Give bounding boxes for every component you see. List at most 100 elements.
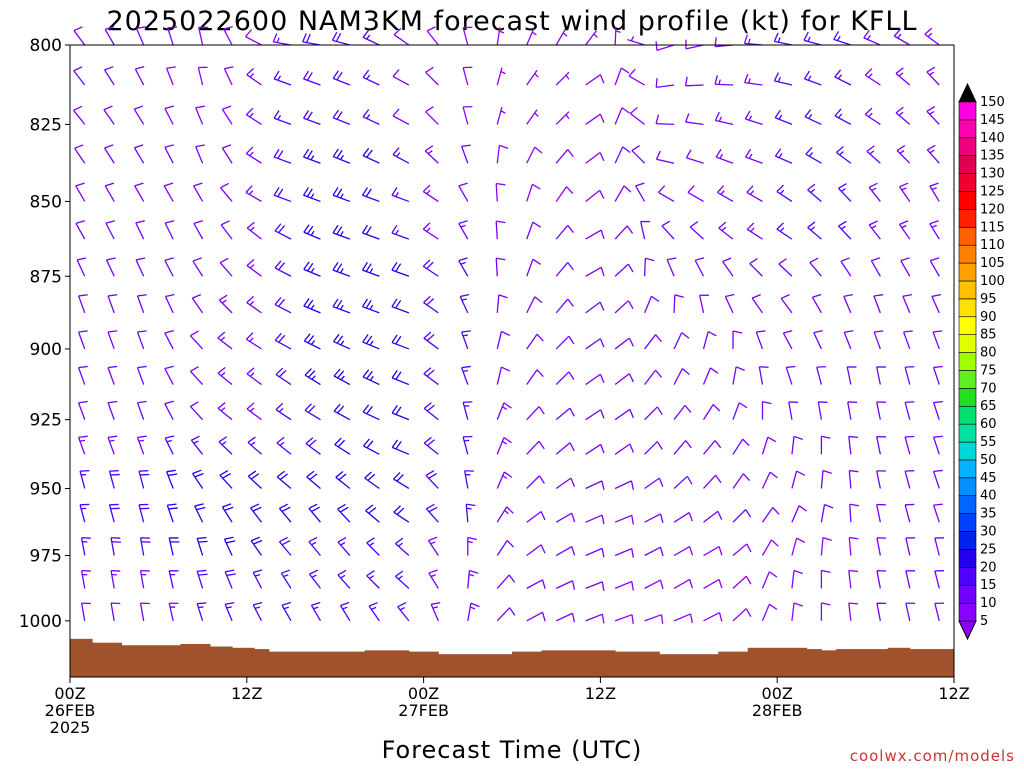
- wind-barb: [905, 402, 914, 420]
- wind-barb: [138, 436, 147, 454]
- wind-barb: [786, 367, 795, 385]
- wind-barb: [79, 436, 88, 454]
- surface-segment: [807, 649, 822, 677]
- wind-barb: [674, 579, 692, 588]
- wind-barb: [276, 403, 291, 419]
- wind-barb: [277, 437, 291, 454]
- wind-barb: [304, 262, 321, 276]
- wind-barb: [839, 184, 851, 202]
- wind-barb: [906, 603, 915, 621]
- wind-barb: [222, 145, 232, 163]
- wind-barb: [934, 470, 943, 488]
- wind-barb: [497, 145, 508, 163]
- wind-barb: [220, 258, 232, 276]
- wind-barb: [930, 258, 939, 276]
- wind-barb: [194, 221, 203, 239]
- wind-barb: [304, 188, 321, 202]
- wind-barb: [586, 114, 604, 124]
- wind-barb: [586, 444, 604, 454]
- wind-barb: [105, 183, 114, 201]
- wind-barb: [275, 333, 291, 349]
- wind-barb: [586, 374, 604, 384]
- wind-barb: [333, 110, 350, 124]
- wind-barb: [219, 295, 232, 313]
- colorbar-label: 15: [980, 578, 997, 593]
- wind-barb: [556, 547, 574, 556]
- wind-barb: [362, 225, 379, 239]
- wind-barb: [221, 221, 232, 239]
- wind-barb: [849, 471, 858, 489]
- wind-barb: [79, 402, 88, 420]
- wind-barb: [76, 183, 85, 201]
- wind-barb: [333, 71, 350, 85]
- wind-barb: [167, 470, 178, 488]
- wind-barb: [586, 410, 604, 420]
- wind-barb: [930, 221, 939, 239]
- wind-barb: [903, 295, 912, 313]
- wind-barb: [615, 481, 633, 490]
- wind-barb: [586, 582, 604, 591]
- wind-barb: [733, 474, 750, 489]
- wind-barb: [426, 107, 439, 125]
- wind-barb: [704, 332, 717, 349]
- wind-barb: [688, 186, 704, 202]
- y-tick-label: 825: [30, 115, 62, 135]
- wind-barb: [935, 571, 944, 589]
- wind-barb: [426, 504, 438, 522]
- wind-barb: [867, 146, 880, 163]
- y-tick-label: 850: [30, 192, 62, 212]
- wind-barb: [836, 146, 850, 163]
- wind-barb: [340, 602, 349, 620]
- wind-barb: [394, 472, 409, 488]
- wind-barb: [841, 258, 851, 276]
- colorbar-segment: [959, 191, 976, 209]
- chart-title: 2025022600 NAM3KM forecast wind profile …: [106, 6, 917, 37]
- x-tick-label: 12Z: [231, 684, 262, 703]
- wind-barb: [429, 570, 438, 588]
- wind-barb: [138, 295, 147, 313]
- wind-barb: [586, 230, 604, 239]
- colorbar-segment: [959, 335, 976, 353]
- wind-barb: [849, 538, 858, 556]
- wind-barb: [556, 149, 573, 163]
- wind-barb: [80, 504, 89, 522]
- wind-barb: [792, 436, 803, 454]
- wind-barb: [367, 571, 380, 589]
- wind-barb: [586, 267, 604, 276]
- wind-barb: [686, 113, 704, 124]
- wind-barb: [733, 367, 745, 385]
- wind-barb: [220, 471, 232, 489]
- wind-barb: [307, 471, 321, 488]
- colorbar-label: 85: [980, 328, 997, 343]
- wind-barb: [135, 183, 144, 201]
- wind-barb: [218, 368, 232, 385]
- wind-barb: [905, 367, 914, 385]
- wind-barb: [111, 603, 120, 621]
- wind-barb: [835, 70, 851, 85]
- wind-barb: [774, 73, 792, 85]
- wind-barb: [781, 295, 792, 313]
- wind-barb: [463, 107, 472, 125]
- wind-barb: [745, 74, 763, 85]
- wind-barb: [704, 613, 722, 622]
- colorbar-label: 135: [980, 149, 1005, 164]
- wind-barb: [333, 225, 350, 239]
- colorbar-segment: [959, 209, 976, 227]
- wind-barb: [138, 331, 147, 349]
- colorbar-label: 75: [980, 363, 997, 378]
- surface-terrain: [70, 639, 955, 677]
- surface-segment: [254, 649, 269, 677]
- wind-barb: [424, 437, 438, 454]
- wind-barb: [527, 370, 544, 385]
- wind-barb: [865, 69, 880, 85]
- colorbar-segment: [959, 442, 976, 460]
- wind-barb: [304, 334, 320, 349]
- wind-barb: [821, 436, 830, 454]
- wind-barb: [246, 108, 261, 124]
- wind-barb: [645, 547, 663, 556]
- wind-barb: [556, 581, 574, 590]
- wind-barb: [141, 603, 150, 621]
- wind-barb: [645, 478, 663, 488]
- wind-barb: [733, 509, 751, 522]
- wind-barb: [874, 331, 883, 349]
